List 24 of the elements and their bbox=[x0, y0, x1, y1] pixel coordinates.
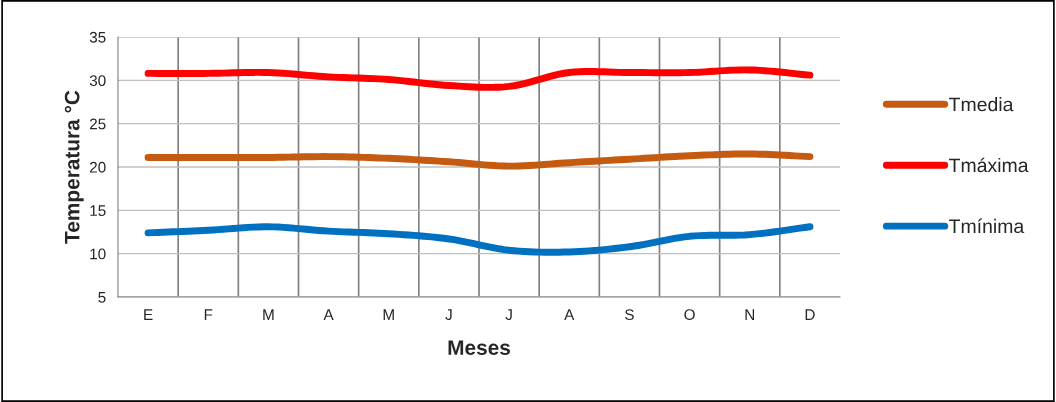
x-tick-label: O bbox=[684, 309, 695, 321]
x-tick-label: M bbox=[263, 309, 274, 320]
x-tick-label: S bbox=[625, 309, 634, 321]
x-tick-label: D bbox=[805, 309, 815, 320]
y-tick-label: 25 bbox=[89, 118, 106, 130]
x-tick-label: F bbox=[204, 309, 213, 320]
y-tick-label: 15 bbox=[90, 205, 106, 217]
y-axis-title: Temperatura °C bbox=[64, 90, 84, 244]
y-tick-label: 30 bbox=[89, 75, 106, 87]
x-tick-label: N bbox=[745, 309, 755, 320]
legend-label: Tmáxima bbox=[949, 157, 1029, 173]
x-tick-label: M bbox=[383, 309, 394, 320]
y-tick-label: 20 bbox=[89, 161, 106, 173]
x-tick-label: A bbox=[323, 309, 334, 320]
y-tick-label: 10 bbox=[90, 248, 106, 260]
x-tick-label: J bbox=[445, 309, 452, 321]
x-tick-label: A bbox=[564, 309, 575, 320]
x-tick-label: E bbox=[144, 309, 153, 320]
legend-label: Tmínima bbox=[949, 218, 1025, 234]
x-axis-title: Meses bbox=[448, 340, 510, 356]
y-tick-label: 5 bbox=[98, 292, 106, 303]
legend-label: Tmedia bbox=[949, 97, 1014, 112]
y-tick-label: 35 bbox=[89, 31, 106, 43]
x-tick-label: J bbox=[505, 309, 512, 321]
